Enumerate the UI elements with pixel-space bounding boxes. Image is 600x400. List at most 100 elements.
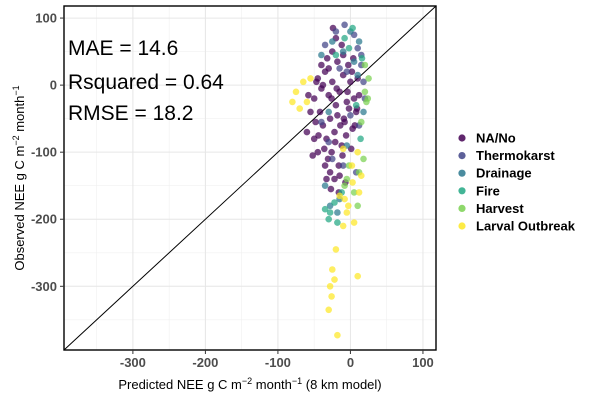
data-point	[307, 108, 314, 116]
data-point	[325, 138, 333, 146]
data-point	[328, 293, 335, 300]
data-point	[310, 95, 318, 102]
series-na-no	[303, 24, 363, 196]
data-point	[334, 112, 341, 119]
data-point	[352, 101, 360, 109]
grid-lines	[64, 6, 436, 350]
data-point	[325, 215, 333, 223]
legend-label: NA/No	[476, 131, 516, 146]
data-point	[332, 246, 340, 253]
data-point	[334, 219, 341, 226]
data-point	[318, 61, 325, 69]
series-drainage	[318, 28, 367, 216]
data-point	[342, 132, 350, 139]
reference-line-group	[63, 5, 437, 351]
data-point	[329, 38, 336, 45]
data-point	[321, 205, 329, 213]
data-point	[332, 28, 340, 35]
panel-border	[63, 5, 437, 351]
stat-mae: MAE = 14.6	[68, 37, 178, 60]
data-point	[334, 58, 341, 65]
data-point	[349, 179, 356, 186]
legend-item: Thermokarst	[458, 148, 555, 163]
data-point	[325, 65, 333, 72]
data-point	[336, 172, 343, 179]
legend-swatch	[458, 222, 466, 230]
legend-item: Harvest	[458, 201, 524, 216]
series-larval-outbreak	[289, 75, 365, 339]
data-point	[303, 128, 311, 136]
data-point	[341, 34, 348, 42]
x-tick-label: 0	[347, 355, 354, 370]
legend-swatch	[458, 187, 466, 195]
data-point	[358, 55, 366, 62]
data-point	[314, 148, 322, 156]
legend-label: Harvest	[476, 201, 524, 216]
data-point	[358, 172, 365, 179]
data-point	[344, 88, 351, 96]
y-axis-title: Observed NEE g C m−2​ month−1​	[11, 85, 27, 270]
data-point	[350, 219, 358, 226]
data-point	[313, 78, 320, 86]
data-point	[292, 88, 300, 96]
data-point	[365, 75, 372, 82]
data-point	[331, 276, 338, 283]
data-point	[326, 115, 334, 122]
data-point	[300, 78, 307, 86]
data-point	[355, 38, 363, 45]
data-point	[345, 202, 352, 210]
stats-annotations: MAE = 14.6 Rsquared = 0.64 RMSE = 18.2	[68, 37, 224, 125]
data-point	[350, 95, 358, 102]
data-point	[341, 182, 348, 189]
data-point	[354, 272, 362, 280]
legend-swatch	[458, 169, 466, 177]
data-point	[329, 78, 336, 86]
data-point	[316, 108, 324, 116]
legend-swatch	[458, 134, 466, 142]
y-tick-label: 0	[50, 78, 57, 93]
data-point	[321, 145, 328, 153]
data-point	[355, 91, 363, 99]
data-point	[334, 331, 341, 339]
data-point	[318, 118, 325, 126]
legend-item: Fire	[458, 183, 500, 198]
data-point	[332, 101, 340, 109]
data-point	[331, 128, 338, 136]
axis-ticks: -300 -200 -100 0 100 100 0 -100 -200 -300	[31, 11, 434, 370]
data-point	[364, 95, 372, 102]
legend-swatch	[458, 204, 466, 212]
data-point	[312, 118, 319, 126]
data-point	[328, 95, 335, 102]
data-point	[326, 283, 334, 290]
data-point	[329, 155, 336, 163]
data-point	[358, 118, 365, 126]
data-point	[321, 182, 329, 189]
data-point	[321, 162, 329, 169]
data-point	[305, 91, 312, 99]
data-point	[347, 78, 354, 86]
data-point	[339, 222, 347, 230]
data-point	[334, 209, 341, 216]
data-point	[338, 41, 346, 49]
data-point	[337, 122, 344, 129]
data-point	[343, 175, 351, 183]
y-tick-label: -200	[31, 212, 57, 227]
plot-border	[63, 5, 437, 351]
data-point	[339, 152, 346, 159]
legend-swatch	[458, 152, 466, 160]
data-point	[355, 189, 363, 196]
data-point	[333, 85, 341, 92]
data-point	[341, 21, 348, 29]
data-point	[321, 41, 329, 49]
data-point	[354, 202, 362, 210]
data-point	[345, 61, 352, 69]
data-point	[348, 68, 356, 75]
data-point	[323, 55, 331, 62]
data-points	[289, 21, 372, 339]
data-point	[331, 138, 339, 146]
legend-item: NA/No	[458, 131, 516, 146]
data-point	[341, 195, 348, 203]
data-point	[325, 108, 333, 116]
legend-label: Larval Outbreak	[476, 219, 576, 234]
